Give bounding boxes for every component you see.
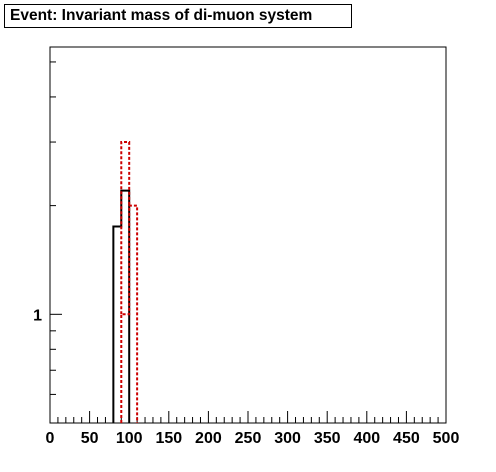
x-tick-label: 150 [155, 430, 182, 447]
y-tick-label: 1 [33, 307, 42, 324]
x-tick-label: 400 [353, 430, 380, 447]
x-tick-label: 300 [274, 430, 301, 447]
chart-title: Event: Invariant mass of di-muon system [4, 4, 352, 28]
x-tick-label: 100 [116, 430, 143, 447]
dashed-histogram-outline [120, 141, 131, 315]
x-tick-label: 250 [235, 430, 262, 447]
x-axis-ticks: 0 50 100 150 200 250 300 350 400 450 500 [46, 411, 460, 447]
x-tick-label: 350 [314, 430, 341, 447]
histogram-series [112, 141, 139, 423]
dashed-histogram-line [120, 204, 139, 423]
x-tick-label: 500 [433, 430, 460, 447]
x-tick-label: 450 [393, 430, 420, 447]
plot-frame [49, 46, 447, 424]
x-tick-label: 50 [81, 430, 99, 447]
x-tick-label: 200 [195, 430, 222, 447]
x-tick-label: 0 [46, 430, 55, 447]
y-axis-ticks: 1 [33, 61, 62, 395]
